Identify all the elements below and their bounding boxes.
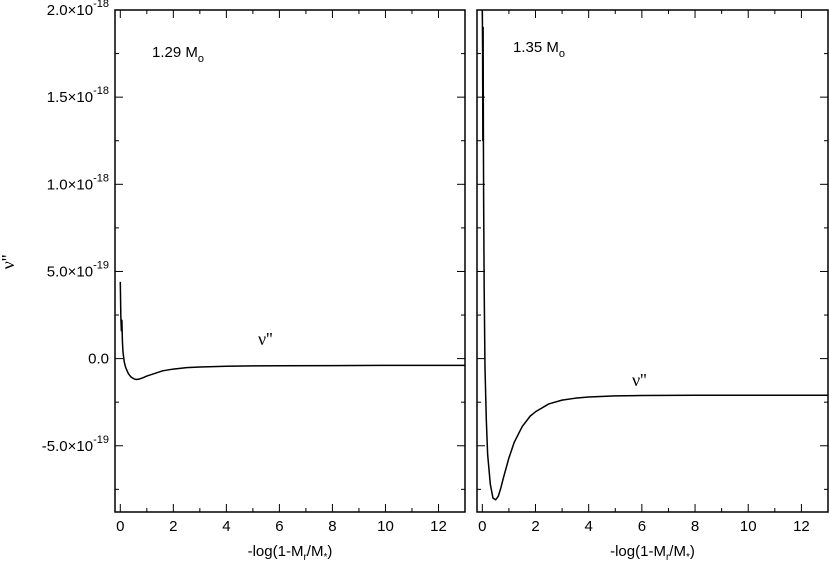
x-tick-label: 8 [691, 518, 699, 535]
y-tick-exponent: -18 [93, 85, 109, 97]
plot-frame [114, 9, 466, 513]
x-axis-label-subscript: r [666, 552, 670, 563]
mass-annotation: 1.35 Mo [513, 39, 565, 60]
y-tick-exponent: -18 [93, 172, 109, 184]
x-axis-label-subscript: r [303, 552, 307, 563]
y-tick-label: 5.0×10-19 [47, 259, 109, 280]
panel-right: 0 2 4 6 8 10 12 1.35 Mo ν'' -log(1-Mr/M*) [476, 9, 829, 563]
x-tick-label: 10 [377, 518, 394, 535]
x-axis-label: -log(1-Mr/M*) [610, 543, 695, 563]
panel-left: 0 2 4 6 8 10 12-5.0×10-190.05.0×10-191.0×10-18… [0, 0, 466, 563]
x-axis-label-text: /M [307, 543, 324, 560]
y-tick-mantissa: 1.5×10 [47, 89, 93, 106]
x-tick-label: 4 [585, 518, 593, 535]
y-tick-mantissa: 0.0 [88, 351, 109, 368]
plot-frame [476, 9, 829, 513]
mass-annotation-text: 1.35 M [513, 39, 559, 56]
x-axis-label: -log(1-Mr/M*) [248, 543, 333, 563]
y-axis-label: ν'' [0, 255, 18, 270]
x-tick-label: 4 [222, 518, 230, 535]
y-tick-label: 1.0×10-18 [47, 172, 109, 193]
x-tick-label: 6 [275, 518, 283, 535]
x-tick-label: 2 [531, 518, 539, 535]
x-axis-label-text: -log(1-M [248, 543, 304, 560]
series-line [481, 9, 828, 501]
x-axis-label-text: ) [327, 543, 332, 560]
x-tick-label: 0 [478, 518, 486, 535]
y-tick-exponent: -18 [93, 0, 109, 10]
x-axis-label-text: ) [690, 543, 695, 560]
mass-annotation: 1.29 Mo [152, 44, 204, 65]
curve-label: ν'' [258, 329, 273, 349]
y-tick-exponent: -19 [93, 259, 109, 271]
y-tick-label: 1.5×10-18 [47, 85, 109, 106]
y-tick-label: 2.0×10-18 [47, 0, 109, 19]
x-tick-label: 12 [430, 518, 447, 535]
x-axis-label-subscript: * [323, 552, 327, 563]
y-tick-mantissa: 2.0×10 [47, 2, 93, 19]
x-tick-label: 10 [740, 518, 757, 535]
y-tick-label: -5.0×10-19 [42, 434, 109, 455]
y-tick-label: 0.0 [88, 351, 109, 368]
x-tick-label: 6 [638, 518, 646, 535]
x-axis-label-subscript: * [686, 552, 690, 563]
y-tick-mantissa: 1.0×10 [47, 176, 93, 193]
y-tick-mantissa: 5.0×10 [47, 263, 93, 280]
mass-annotation-subscript: o [198, 53, 204, 65]
mass-annotation-subscript: o [559, 48, 565, 60]
x-tick-label: 2 [169, 518, 177, 535]
y-tick-mantissa: -5.0×10 [42, 438, 93, 455]
x-tick-label: 12 [793, 518, 810, 535]
y-tick-exponent: -19 [93, 434, 109, 446]
x-tick-label: 8 [328, 518, 336, 535]
x-tick-label: 0 [116, 518, 124, 535]
x-axis-label-text: -log(1-M [610, 543, 666, 560]
curve-label: ν'' [632, 370, 647, 390]
mass-annotation-text: 1.29 M [152, 44, 198, 61]
x-axis-label-text: /M [669, 543, 686, 560]
series-line [119, 281, 465, 381]
